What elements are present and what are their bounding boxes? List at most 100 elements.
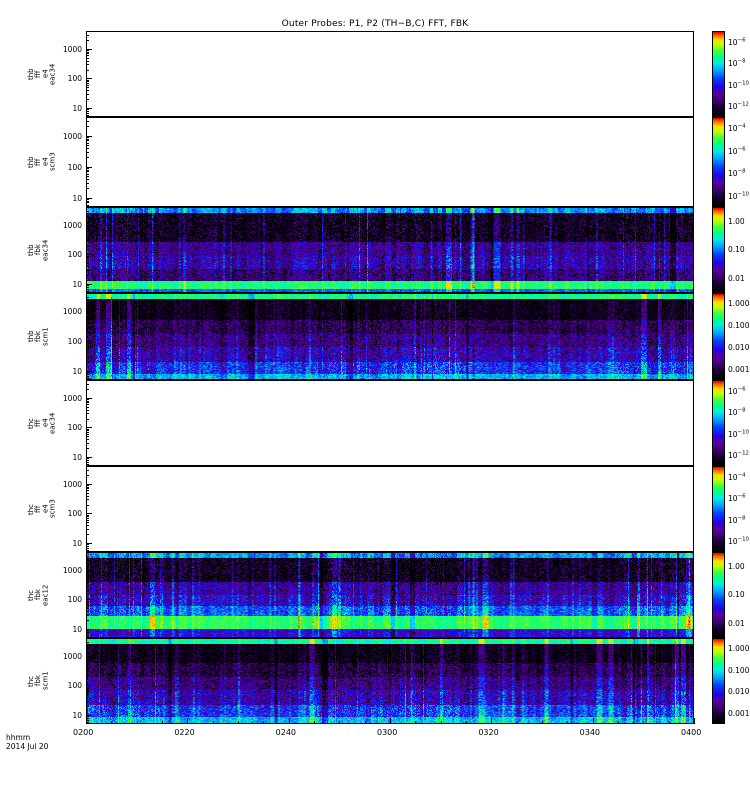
x-minor-tick <box>618 721 619 724</box>
spectrogram-image-thb-fbk-scm1 <box>87 294 693 379</box>
y-minor-tick <box>86 662 89 664</box>
y-tick-label: 100 <box>67 423 82 433</box>
x-minor-tick <box>314 721 315 724</box>
spectrogram-panel-thb-fff-e4-eac34[interactable] <box>86 31 694 117</box>
y-minor-tick <box>86 686 89 688</box>
y-minor-tick <box>86 664 89 666</box>
y-tick-label: 1000 <box>62 131 82 141</box>
x-minor-tick <box>643 721 645 724</box>
y-minor-tick <box>86 126 89 128</box>
colorbar-tick-label: 10−4 <box>728 472 746 482</box>
y-minor-tick <box>86 576 89 578</box>
y-minor-tick <box>86 302 89 304</box>
y-minor-tick <box>86 635 89 637</box>
y-minor-tick <box>86 286 89 288</box>
y-minor-tick <box>86 233 89 235</box>
y-minor-tick <box>86 474 89 476</box>
x-minor-tick <box>542 721 543 724</box>
y-minor-tick <box>86 719 89 721</box>
spectrogram-panel-thc-fbk-scm1[interactable] <box>86 638 694 724</box>
y-minor-tick <box>86 361 89 363</box>
y-minor-tick <box>86 544 89 546</box>
x-tick-label: 0300 <box>377 728 398 737</box>
y-minor-tick <box>86 350 89 352</box>
y-minor-tick <box>86 545 89 547</box>
y-minor-tick <box>86 716 89 718</box>
y-minor-tick <box>86 630 89 632</box>
y-minor-tick <box>86 574 89 576</box>
y-minor-tick <box>86 245 89 247</box>
page-title: Outer Probes: P1, P2 (TH−B,C) FFT, FBK <box>281 19 469 29</box>
y-minor-tick <box>86 581 89 583</box>
colorbar-tick-label: 0.100 <box>728 321 750 331</box>
y-minor-tick <box>86 236 89 238</box>
y-minor-tick <box>86 404 89 406</box>
y-tick-mark <box>86 457 92 459</box>
y-minor-tick <box>86 700 89 702</box>
colorbar-gradient <box>713 381 724 465</box>
y-tick-label: 10 <box>72 453 82 463</box>
spectrogram-panel-thc-fff-e4-eac34[interactable] <box>86 380 694 466</box>
x-tick-label: 0320 <box>478 728 499 737</box>
y-tick-label: 10 <box>72 193 82 203</box>
spectrogram-panel-thb-fbk-scm1[interactable] <box>86 293 694 380</box>
x-minor-tick <box>212 721 214 724</box>
y-minor-tick <box>86 372 89 374</box>
spectrogram-panel-thc-fff-e4-scm3[interactable] <box>86 466 694 552</box>
colorbar-tick-label: 0.10 <box>728 245 745 255</box>
x-minor-tick <box>390 721 391 724</box>
x-minor-tick <box>288 721 290 724</box>
colorbar-tick-label: 1.00 <box>728 561 745 571</box>
y-minor-tick <box>86 614 89 616</box>
y-minor-tick <box>86 137 89 139</box>
y-minor-tick <box>86 660 89 662</box>
y-tick-label: 1000 <box>62 651 82 661</box>
y-minor-tick <box>86 504 89 506</box>
y-tick-label: 1000 <box>62 565 82 575</box>
y-minor-tick <box>86 39 89 41</box>
y-tick-mark <box>86 254 92 256</box>
y-tick-mark <box>86 135 92 137</box>
y-minor-tick <box>86 418 89 420</box>
spectrogram-panel-thb-fff-e4-scm3[interactable] <box>86 117 694 207</box>
colorbar-tick-label: 10−6 <box>728 386 746 396</box>
y-minor-tick <box>86 432 89 434</box>
y-minor-tick <box>86 313 89 315</box>
y-tick-label: 1000 <box>62 220 82 230</box>
y-minor-tick <box>86 413 89 415</box>
y-minor-tick <box>86 34 89 36</box>
spectrogram-panel-thb-fbk-eac34[interactable] <box>86 207 694 293</box>
y-tick-mark <box>86 599 92 601</box>
x-minor-tick <box>86 721 87 724</box>
y-tick-label: 10 <box>72 539 82 549</box>
y-tick-mark <box>86 341 92 342</box>
y-tick-mark <box>86 629 92 631</box>
colorbar-tick-label: 0.001 <box>728 708 750 718</box>
spectrogram-panel-thc-fbk-eac12[interactable] <box>86 552 694 638</box>
y-minor-tick <box>86 151 89 153</box>
x-minor-tick <box>592 721 594 724</box>
colorbar-gradient <box>713 32 724 116</box>
x-minor-tick <box>162 721 163 724</box>
y-minor-tick <box>86 269 89 271</box>
y-tick-mark <box>86 78 92 80</box>
colorbar-cb-nt-b <box>712 293 725 380</box>
y-minor-tick <box>86 322 89 324</box>
colorbar-tick-label: 10−10 <box>728 536 749 547</box>
y-minor-tick <box>86 555 89 557</box>
colorbar-tick-label: 10−10 <box>728 191 749 201</box>
y-minor-tick <box>86 148 89 149</box>
y-minor-tick <box>86 463 89 465</box>
y-minor-tick <box>86 173 89 175</box>
y-minor-tick <box>86 646 89 648</box>
y-minor-tick <box>86 157 89 159</box>
date-label: 2014 Jul 20 <box>6 742 49 751</box>
y-minor-tick <box>86 388 89 390</box>
colorbar-tick-label: 0.01 <box>728 619 745 628</box>
y-minor-tick <box>86 81 89 83</box>
y-minor-tick <box>86 611 89 613</box>
y-minor-tick <box>86 549 89 551</box>
spectrogram-image-thc-fbk-scm1 <box>87 639 693 723</box>
y-minor-tick <box>86 55 89 57</box>
